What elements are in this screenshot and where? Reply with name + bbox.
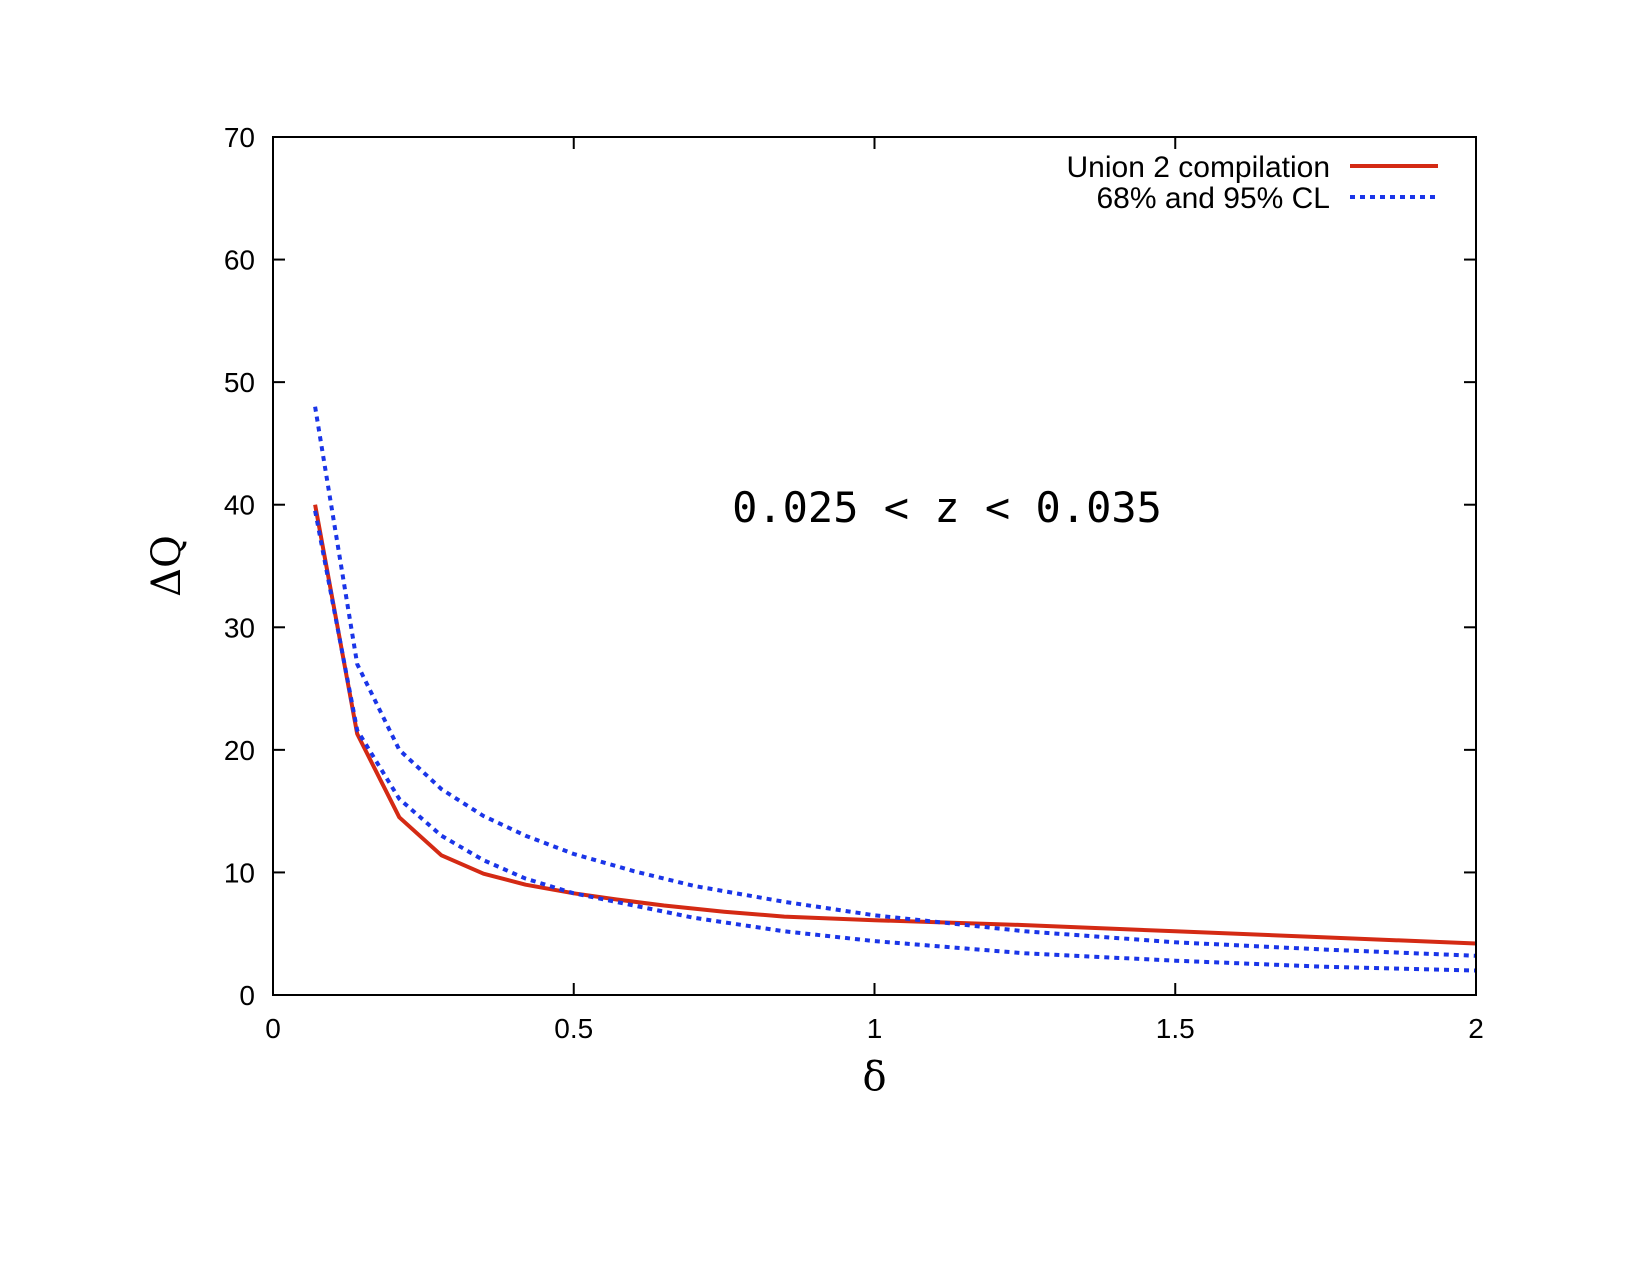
- redshift-annotation: 0.025 < z < 0.035: [732, 483, 1162, 532]
- x-tick-label: 1: [867, 1013, 883, 1044]
- legend-label-cl: 68% and 95% CL: [1097, 182, 1331, 215]
- y-tick-label: 30: [224, 612, 255, 643]
- x-tick-label: 1.5: [1156, 1013, 1195, 1044]
- y-tick-label: 10: [224, 857, 255, 888]
- y-tick-label: 60: [224, 245, 255, 276]
- y-tick-label: 0: [239, 980, 255, 1011]
- union2-curve: [313, 504, 1477, 946]
- cl-lower-curve: [313, 510, 1477, 973]
- legend: Union 2 compilation 68% and 95% CL: [1067, 151, 1438, 215]
- y-tick-label: 40: [224, 490, 255, 521]
- x-tick-label: 0.5: [554, 1013, 593, 1044]
- ticks-layer: [272, 136, 1477, 996]
- y-tick-label: 20: [224, 735, 255, 766]
- x-axis-title: δ: [862, 1054, 886, 1100]
- x-tick-label: 0: [265, 1013, 281, 1044]
- cl-upper-curve: [313, 406, 1477, 958]
- x-tick-label: 2: [1468, 1013, 1484, 1044]
- series-layer: [313, 406, 1477, 973]
- legend-label-union2: Union 2 compilation: [1067, 151, 1330, 184]
- y-tick-label: 50: [224, 367, 255, 398]
- y-tick-label: 70: [224, 122, 255, 153]
- y-axis-title: ΔQ: [144, 535, 190, 597]
